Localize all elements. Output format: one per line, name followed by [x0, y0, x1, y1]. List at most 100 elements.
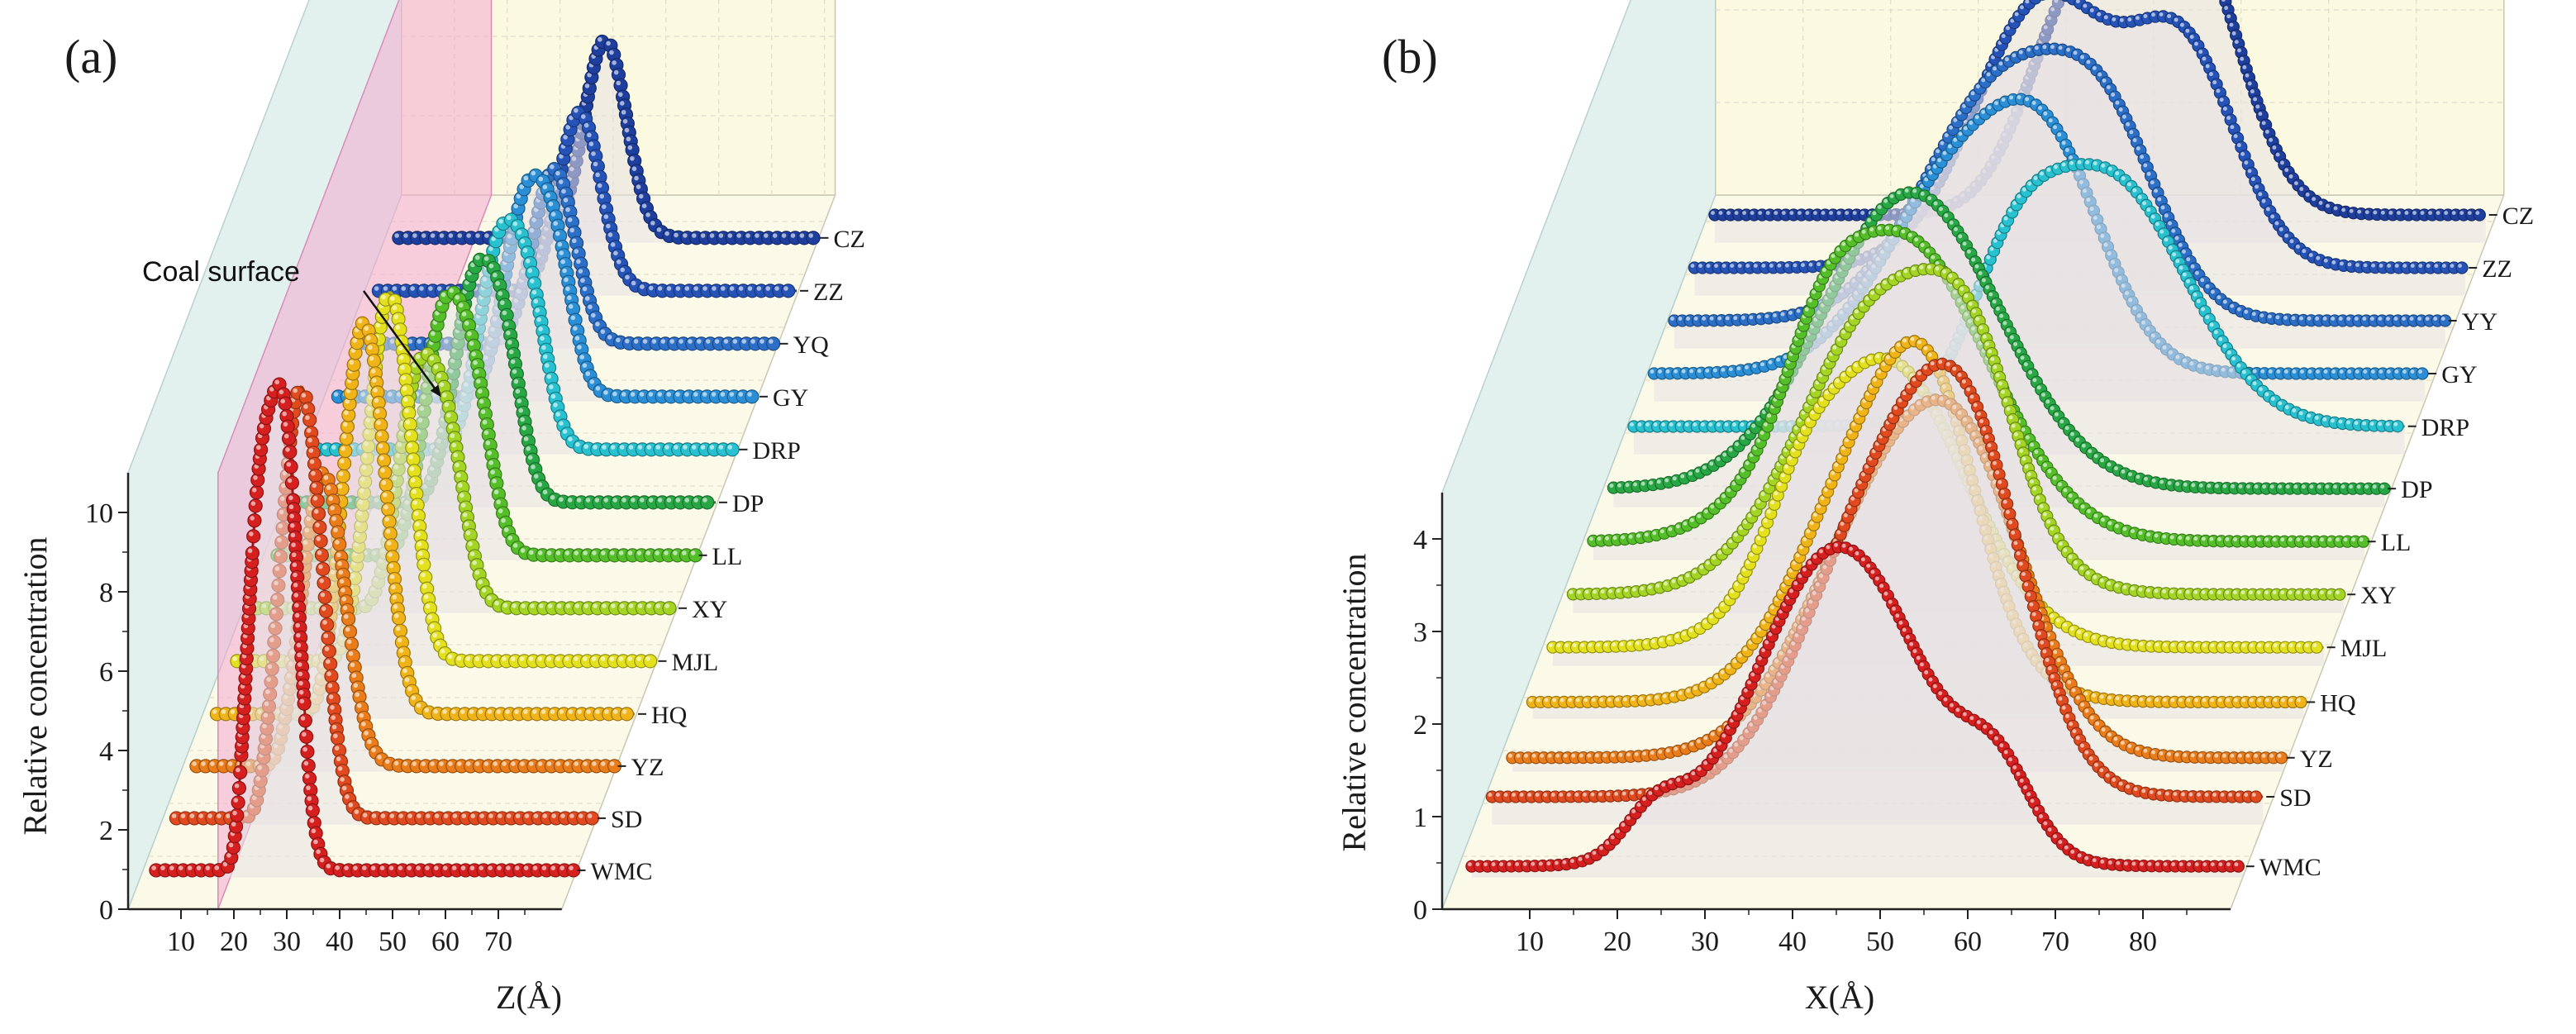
data-point-highlight [2288, 174, 2293, 179]
data-point-highlight [565, 125, 571, 130]
data-point-highlight [550, 393, 556, 399]
data-point-highlight [2118, 107, 2123, 112]
data-point-highlight [1763, 518, 1768, 523]
series-label-gy: GY [773, 384, 808, 412]
data-point-highlight [292, 562, 298, 568]
data-point-highlight [2114, 466, 2118, 471]
data-point-highlight [607, 335, 612, 340]
data-point-highlight [398, 345, 403, 351]
data-point-highlight [2163, 642, 2167, 647]
data-point-highlight [2059, 419, 2064, 424]
data-point-highlight [504, 322, 509, 326]
data-point-highlight [2004, 57, 2009, 62]
data-point-highlight [279, 389, 284, 395]
data-point-highlight [1615, 697, 1620, 702]
data-point-highlight [575, 441, 580, 447]
data-point-highlight [669, 339, 674, 344]
data-point-highlight [2154, 588, 2159, 593]
data-point-highlight [2253, 97, 2258, 102]
data-point-highlight [465, 656, 471, 661]
data-point-highlight [2380, 484, 2385, 489]
data-point-highlight [422, 584, 427, 589]
data-point-highlight [309, 459, 315, 465]
data-point-highlight [619, 445, 625, 450]
data-point-highlight [2418, 264, 2423, 268]
data-point [298, 713, 312, 728]
data-point-highlight [379, 455, 384, 460]
data-point-highlight [666, 392, 671, 397]
data-point-highlight [1760, 492, 1765, 497]
data-point-highlight [2346, 317, 2351, 321]
data-point-highlight [2136, 474, 2140, 479]
data-point-highlight [2001, 389, 2005, 394]
data-point-highlight [1725, 316, 1730, 321]
data-point-highlight [655, 550, 659, 555]
data-point-highlight [520, 761, 525, 766]
data-point-highlight [250, 501, 256, 506]
data-point-highlight [496, 709, 502, 714]
data-point-highlight [1643, 640, 1648, 645]
data-point-highlight [2369, 317, 2374, 321]
data-point-highlight [1752, 364, 1757, 369]
data-point-highlight [2050, 527, 2055, 531]
data-point-highlight [340, 588, 345, 593]
data-point-highlight [495, 281, 500, 286]
data-point-highlight [516, 193, 521, 199]
data-point-highlight [2428, 211, 2433, 215]
data-point-highlight [2017, 194, 2021, 199]
data-point-highlight [2178, 589, 2183, 594]
data-point-highlight [376, 420, 381, 426]
data-point-highlight [340, 446, 345, 451]
data-point-highlight [1942, 269, 1946, 274]
data-point-highlight [2305, 192, 2310, 197]
data-point-highlight [430, 623, 435, 629]
a-x-tick-label: 10 [167, 927, 195, 957]
data-point-highlight [564, 277, 569, 283]
data-point-highlight [772, 233, 778, 238]
data-point-highlight [732, 339, 738, 344]
data-point-highlight [1985, 285, 1990, 290]
data-point-highlight [1904, 188, 1909, 193]
data-point-highlight [2458, 264, 2462, 268]
data-point-highlight [609, 761, 615, 766]
data-point-highlight [585, 498, 591, 503]
data-point-highlight [2092, 635, 2097, 640]
data-point-highlight [631, 280, 636, 286]
data-point-highlight [1808, 298, 1812, 303]
a-x-tick-label: 40 [326, 927, 354, 957]
data-point-highlight [456, 761, 462, 766]
data-point-highlight [1855, 309, 1859, 314]
data-point-highlight [612, 498, 617, 503]
data-point-highlight [336, 552, 341, 558]
data-point [378, 465, 393, 480]
data-point-highlight [450, 433, 455, 438]
data-point-highlight [2249, 537, 2254, 542]
data-point-highlight [2100, 458, 2104, 463]
data-point-highlight [313, 839, 318, 845]
data-point-highlight [410, 478, 416, 483]
data-point-highlight [750, 339, 755, 344]
data-point [283, 445, 298, 460]
data-point-highlight [2026, 47, 2031, 52]
data-point-highlight [2170, 642, 2175, 647]
data-point-highlight [1658, 369, 1662, 374]
data-point-highlight [407, 813, 412, 818]
data-point-highlight [456, 473, 461, 478]
data-point-highlight [550, 709, 555, 714]
data-point-highlight [298, 671, 303, 677]
data-point-highlight [400, 365, 405, 370]
data-point-highlight [1686, 317, 1690, 321]
data-point-highlight [532, 709, 537, 714]
data-point-highlight [341, 785, 347, 791]
data-point-highlight [655, 603, 661, 608]
data-point-highlight [2054, 412, 2059, 417]
data-point-highlight [2178, 265, 2183, 270]
data-point-highlight [426, 813, 431, 818]
series-area [379, 112, 797, 296]
data-point-highlight [2259, 387, 2263, 392]
data-point-highlight [2146, 642, 2151, 646]
data-point-highlight [602, 603, 607, 608]
data-point-highlight [2261, 198, 2266, 203]
data-point-highlight [398, 355, 404, 360]
data-point-highlight [599, 193, 605, 199]
